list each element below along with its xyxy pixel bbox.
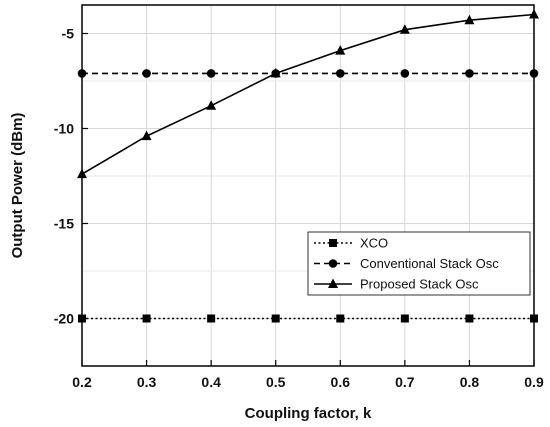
data-point-xco xyxy=(207,314,216,323)
data-point-xco xyxy=(336,314,345,323)
y-tick-label: -10 xyxy=(54,121,74,137)
x-tick-label: 0.7 xyxy=(395,374,415,390)
data-point-proposed-stack-osc xyxy=(335,45,346,55)
x-tick-label: 0.8 xyxy=(460,374,480,390)
data-point-proposed-stack-osc xyxy=(206,100,217,110)
x-tick-label: 0.4 xyxy=(201,374,221,390)
data-point-proposed-stack-osc xyxy=(464,14,475,25)
data-point-conventional-stack-osc xyxy=(335,69,345,78)
legend-label: Conventional Stack Osc xyxy=(360,256,499,271)
legend-label: Proposed Stack Osc xyxy=(360,277,479,292)
data-point-conventional-stack-osc xyxy=(206,69,216,78)
data-point-xco xyxy=(142,314,151,323)
legend-item-conventional-stack-osc: Conventional Stack Osc xyxy=(314,256,499,271)
x-tick-label: 0.5 xyxy=(266,374,286,390)
series-line-proposed-stack-osc xyxy=(81,13,535,175)
legend-item-xco: XCO xyxy=(314,236,388,251)
data-point-xco xyxy=(271,314,280,323)
legend: XCO Conventional Stack Osc Proposed Stack … xyxy=(307,231,531,296)
series-conventional-stack-osc xyxy=(77,69,539,78)
x-axis-title: Coupling factor, k xyxy=(245,405,372,422)
legend-marker xyxy=(328,259,338,268)
y-tick-label: -5 xyxy=(62,26,75,42)
grid xyxy=(81,5,535,367)
legend-marker xyxy=(328,278,338,288)
data-point-conventional-stack-osc xyxy=(465,69,474,78)
x-tick-label: 0.3 xyxy=(137,374,157,390)
x-tick-label: 0.6 xyxy=(331,374,351,390)
data-point-conventional-stack-osc xyxy=(400,69,410,78)
y-axis-title: Output Power (dBm) xyxy=(9,113,26,259)
x-tick-label: 0.9 xyxy=(524,374,544,390)
data-point-proposed-stack-osc xyxy=(399,24,410,34)
data-point-conventional-stack-osc xyxy=(142,69,151,78)
y-tick-label: -15 xyxy=(54,216,74,232)
y-tick-label: -20 xyxy=(54,311,74,327)
legend-marker xyxy=(329,239,337,247)
data-point-xco xyxy=(400,314,409,323)
legend-item-proposed-stack-osc: Proposed Stack Osc xyxy=(314,277,479,292)
data-point-proposed-stack-osc xyxy=(141,130,152,141)
data-point-xco xyxy=(465,314,474,323)
ticks: 0.2 0.3 0.4 0.5 0.6 0.7 0.8 0.9 -5 -10 -15 -20 xyxy=(54,26,544,391)
plot-frame xyxy=(81,4,535,367)
x-tick-label: 0.2 xyxy=(72,374,92,390)
data-point-proposed-stack-osc xyxy=(270,67,281,78)
legend-label: XCO xyxy=(360,236,388,251)
series-xco xyxy=(78,314,538,323)
